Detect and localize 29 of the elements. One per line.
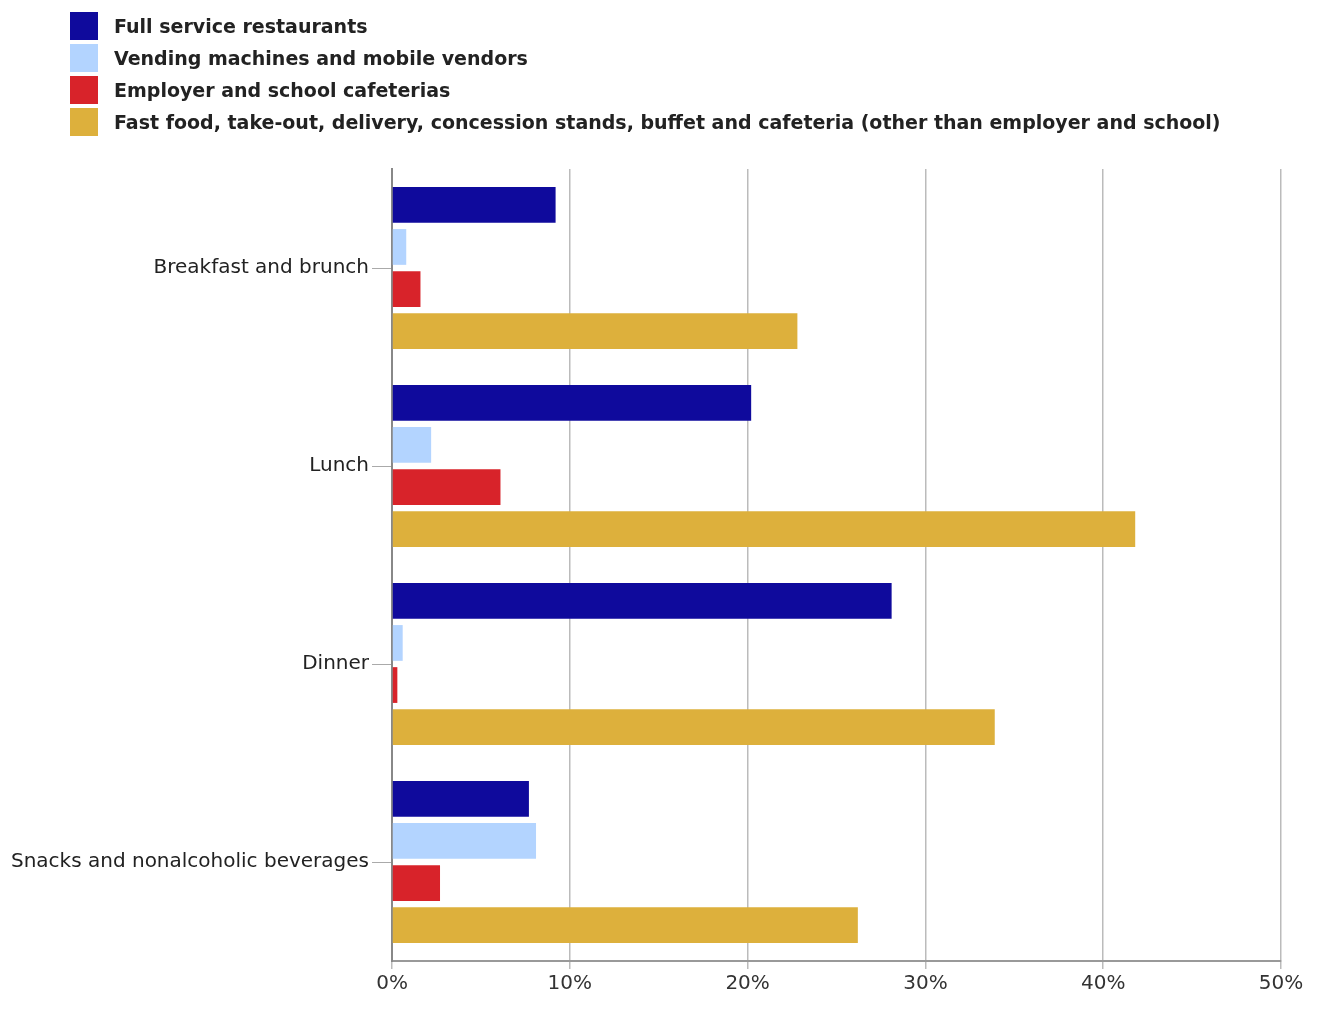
x-tick-label: 0% — [376, 970, 408, 995]
x-tick-label: 40% — [1080, 970, 1126, 995]
bar — [392, 907, 858, 943]
y-tick-label: Snacks and nonalcoholic beverages — [10, 848, 370, 873]
bar — [392, 187, 556, 223]
x-tick-label: 30% — [903, 970, 948, 995]
bar — [392, 385, 752, 421]
x-tick-label: 20% — [725, 970, 770, 995]
legend-label: Fast food, take-out, delivery, concession stands, buffet and cafeteria (other than employer and school) — [114, 111, 1221, 133]
x-tick-label: 10% — [547, 970, 593, 995]
bar — [392, 781, 529, 817]
bar — [392, 469, 501, 505]
bar — [392, 313, 798, 349]
bar — [392, 625, 403, 661]
y-tick-label: Lunch — [309, 452, 370, 477]
bar — [392, 511, 1136, 547]
bar — [392, 271, 421, 307]
bar — [392, 583, 892, 619]
legend-label: Employer and school cafeterias — [114, 79, 451, 101]
legend-label: Vending machines and mobile vendors — [114, 47, 528, 69]
bar — [392, 427, 432, 463]
y-tick-label: Breakfast and brunch — [153, 254, 370, 279]
y-tick-label: Dinner — [302, 650, 370, 675]
bar — [392, 865, 441, 901]
bar — [392, 709, 995, 745]
legend-label: Full service restaurants — [114, 15, 368, 37]
x-tick-label: 50% — [1258, 970, 1304, 995]
bar — [392, 823, 537, 859]
bar — [392, 229, 407, 265]
